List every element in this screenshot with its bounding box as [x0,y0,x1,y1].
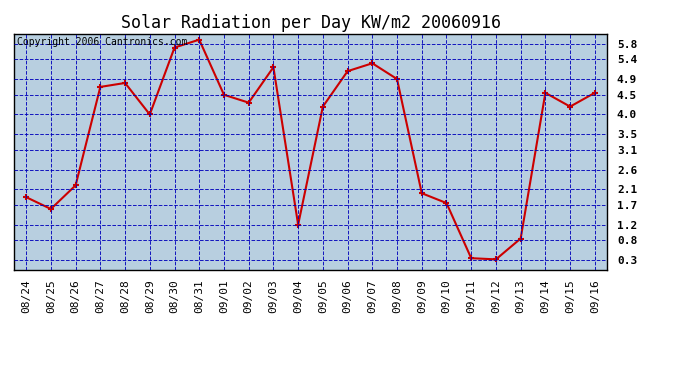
Text: Copyright 2006 Cantronics.com: Copyright 2006 Cantronics.com [17,37,187,47]
Title: Solar Radiation per Day KW/m2 20060916: Solar Radiation per Day KW/m2 20060916 [121,14,500,32]
